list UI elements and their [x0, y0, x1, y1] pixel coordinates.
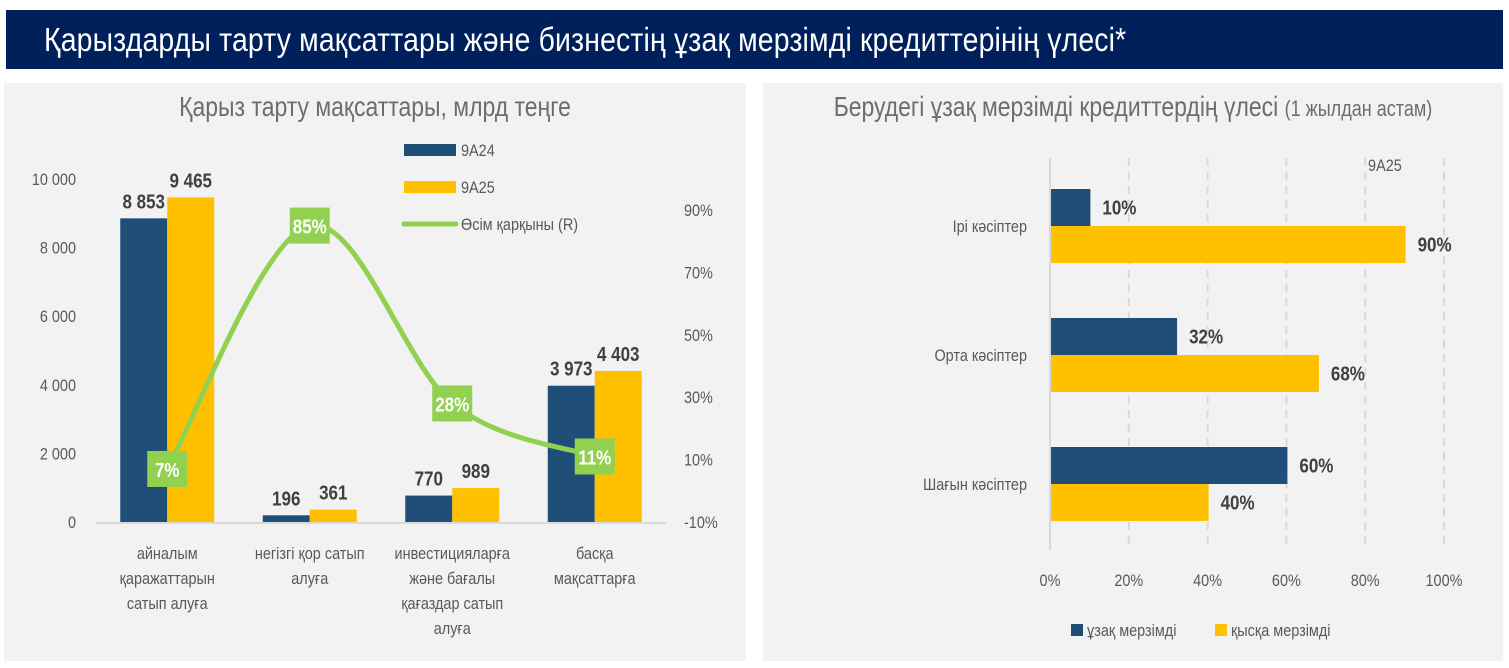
y-left-tick-label: 10 000	[32, 171, 76, 189]
y-left-tick-label: 8 000	[40, 240, 76, 258]
bar-data-label: 68%	[1331, 362, 1365, 385]
x-category-label: инвестицияларға	[395, 545, 511, 563]
y-right-tick-label: 50%	[684, 327, 713, 345]
chart-subtitle: (1 жылдан астам)	[1284, 96, 1433, 121]
bar-long-term	[1051, 447, 1288, 484]
bar-short-term	[1051, 226, 1406, 263]
growth-label-box	[289, 207, 330, 244]
x-category-label: алуға	[434, 620, 471, 638]
x-tick-label: 80%	[1351, 572, 1380, 590]
x-category-label: айналым	[137, 545, 198, 563]
y-left-tick-label: 0	[68, 514, 76, 532]
y-right-tick-label: 90%	[684, 202, 713, 220]
bar-data-label: 3 973	[550, 357, 593, 380]
category-label: Шағын кәсіптер	[923, 476, 1027, 494]
legend-label: қысқа мерзімді	[1231, 622, 1331, 640]
y-right-tick-label: 70%	[684, 264, 713, 282]
x-category-label: мақсаттарға	[554, 570, 636, 588]
x-category-label: негізгі қор сатып	[255, 545, 365, 563]
growth-label-box	[147, 450, 188, 487]
y-right-tick-label: 10%	[684, 452, 713, 470]
x-category-label: басқа	[576, 545, 614, 563]
bar-data-label: 32%	[1189, 325, 1223, 348]
x-tick-label: 40%	[1193, 572, 1222, 590]
chart-title-loan-purposes: Қарыз тарту мақсаттары, млрд теңге	[179, 91, 571, 122]
legend-swatch	[404, 181, 456, 193]
growth-label-box	[574, 438, 615, 475]
bar-data-label: 8 853	[122, 190, 165, 213]
bar-short-term	[1051, 484, 1209, 521]
category-label: Ірі кәсіптер	[953, 218, 1028, 236]
y-left-tick-label: 4 000	[40, 377, 76, 395]
y-right-tick-label: 30%	[684, 389, 713, 407]
bar-data-label: 770	[415, 467, 443, 490]
legend-label: ұзақ мерзімді	[1087, 622, 1176, 640]
bar-9a25	[452, 488, 500, 522]
bar-long-term	[1051, 318, 1178, 355]
loan-purposes-chart: 0 2 000 4 000 6 000 8 000 10 000 -10% 10% 30% 50%…	[32, 142, 718, 638]
page-title: Қарыздарды тарту мақсаттары және бизнест…	[44, 20, 1127, 58]
x-tick-label: 0%	[1040, 572, 1061, 590]
x-category-label: қаражаттарын	[120, 570, 215, 588]
bar-long-term	[1051, 189, 1091, 226]
legend-label: 9А24	[461, 142, 495, 160]
bar-data-label: 989	[462, 460, 490, 483]
bar-data-label: 4 403	[597, 343, 640, 366]
x-category-label: және бағалы	[409, 570, 495, 588]
category-label: Орта кәсіптер	[934, 347, 1027, 365]
y-left-tick-label: 2 000	[40, 445, 76, 463]
legend-swatch	[404, 144, 456, 156]
x-tick-label: 100%	[1426, 572, 1463, 590]
bar-data-label: 40%	[1221, 491, 1255, 514]
bar-data-label: 9 465	[169, 169, 212, 192]
legend-label: 9А25	[461, 179, 495, 197]
x-category-label: сатып алуға	[127, 595, 208, 613]
bar-data-label: 10%	[1102, 196, 1136, 219]
x-category-label: қағаздар сатып	[401, 595, 503, 613]
bar-9a24	[262, 515, 310, 522]
growth-data-label: 11%	[578, 446, 611, 469]
x-tick-label: 20%	[1114, 572, 1143, 590]
period-annotation: 9А25	[1368, 157, 1402, 175]
growth-label-box	[432, 385, 473, 422]
y-right-tick-label: -10%	[684, 514, 718, 532]
chart-panel-loan-purposes: Қарыз тарту мақсаттары, млрд теңге 0 2 00…	[4, 83, 746, 661]
legend-swatch	[1071, 624, 1083, 636]
bar-data-label: 90%	[1418, 233, 1452, 256]
chart-panel-long-term-share: Берудегі ұзақ мерзімді кредиттердің үлес…	[763, 83, 1503, 661]
y-left-tick-label: 6 000	[40, 308, 76, 326]
header-banner: Қарыздарды тарту мақсаттары және бизнест…	[6, 10, 1503, 69]
bar-9a24	[405, 495, 453, 522]
legend-label: Өсім қарқыны (R)	[461, 216, 578, 234]
long-term-share-chart: 0% 20% 40% 60% 80% 100% 9А25 Ірі кәсіптер 10% 90%…	[923, 157, 1463, 640]
growth-data-label: 28%	[435, 393, 469, 416]
bar-data-label: 60%	[1299, 454, 1333, 477]
growth-rate-line	[164, 222, 598, 472]
bar-short-term	[1051, 355, 1319, 392]
growth-data-label: 85%	[293, 215, 327, 238]
bar-9a25	[309, 509, 357, 522]
bar-data-label: 196	[272, 487, 300, 510]
growth-data-label: 7%	[155, 459, 180, 482]
chart-title-long-term-share: Берудегі ұзақ мерзімді кредиттердің үлес…	[830, 91, 1437, 123]
x-tick-label: 60%	[1272, 572, 1301, 590]
chart-title-main: Берудегі ұзақ мерзімді кредиттердің үлес…	[833, 91, 1279, 122]
x-category-label: алуға	[291, 570, 328, 588]
bar-data-label: 361	[319, 481, 347, 504]
legend-swatch	[1215, 624, 1227, 636]
